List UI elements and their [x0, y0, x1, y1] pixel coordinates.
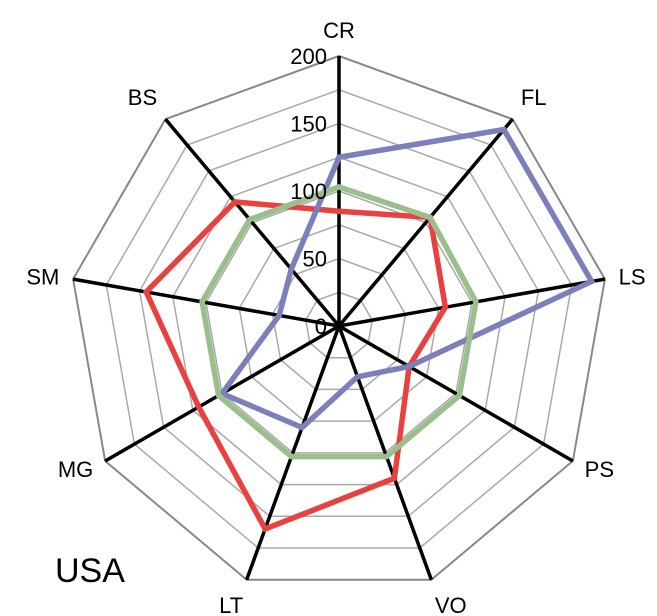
- tick-label: 200: [290, 44, 327, 69]
- grid-ring: [238, 223, 440, 422]
- series-line-3: [199, 184, 479, 460]
- series-group: [142, 126, 596, 533]
- axis-spoke-sm: [72, 277, 340, 328]
- axis-spoke-bs: [164, 118, 341, 328]
- axis-spoke-vo: [337, 325, 433, 581]
- grid-ring: [138, 122, 540, 518]
- axis-label-bs: BS: [128, 85, 157, 110]
- axis-label-fl: FL: [521, 85, 547, 110]
- grid-ring: [205, 190, 473, 454]
- axis-spoke-lt: [245, 325, 341, 581]
- axis-labels: CR FL LS PS VO LT MG SM BS: [26, 18, 645, 616]
- grid-ring: [72, 54, 606, 581]
- axis-label-vo: VO: [435, 593, 467, 616]
- axis-label-mg: MG: [58, 457, 93, 482]
- tick-label: 0: [315, 314, 327, 339]
- tick-label: 150: [290, 112, 327, 137]
- tick-label: 50: [303, 247, 327, 272]
- grid-ring: [304, 291, 374, 359]
- axis-label-cr: CR: [323, 18, 355, 43]
- series-line-1: [142, 199, 449, 533]
- grid-ring: [105, 88, 573, 549]
- axis-label-ls: LS: [619, 264, 646, 289]
- tick-labels: 0 50 100 150 200: [290, 44, 327, 339]
- axis-spoke-ls: [338, 277, 606, 328]
- chart-caption: USA: [55, 552, 125, 590]
- axis-label-sm: SM: [26, 264, 59, 289]
- axis-label-lt: LT: [219, 593, 243, 616]
- grid-rings: [72, 54, 606, 581]
- axis-spoke-fl: [337, 118, 514, 328]
- tick-label: 100: [290, 179, 327, 204]
- axis-spokes: [72, 56, 606, 581]
- axis-label-ps: PS: [585, 457, 614, 482]
- axis-spoke-ps: [338, 324, 574, 463]
- grid-ring: [172, 156, 506, 486]
- series-line-2: [217, 126, 596, 431]
